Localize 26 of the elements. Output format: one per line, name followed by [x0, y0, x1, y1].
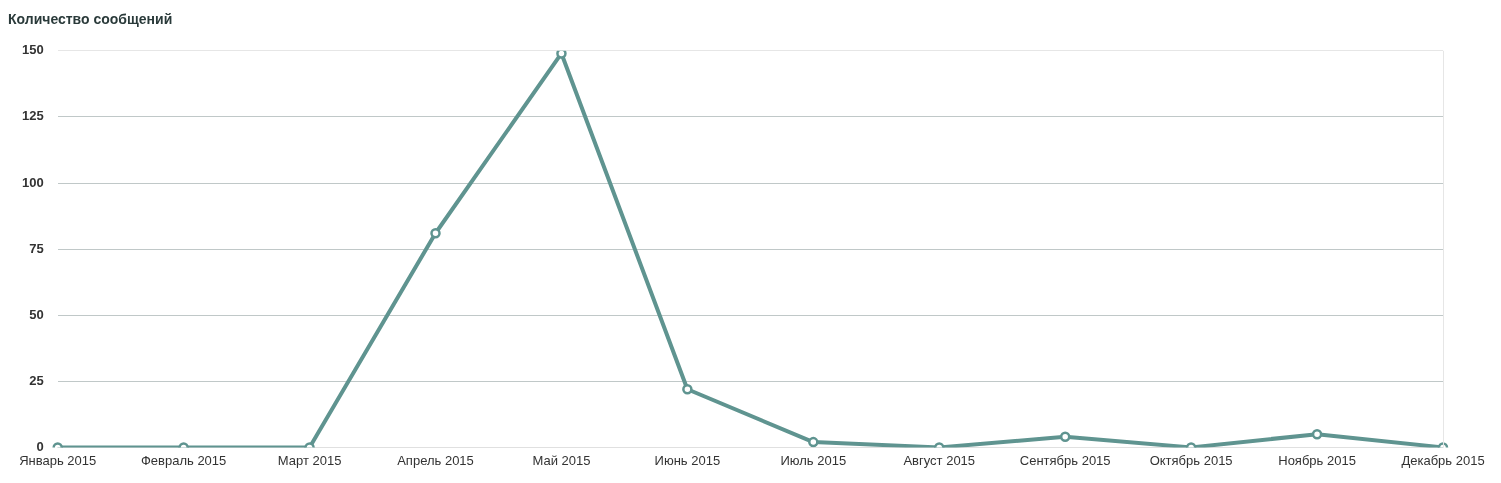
y-tick-label: 100: [21, 174, 44, 190]
point: [430, 227, 441, 239]
x-tick-label: Ноябрь 2015: [1278, 452, 1356, 468]
x-tick-label: Сентябрь 2015: [1019, 452, 1111, 468]
point: [556, 50, 567, 59]
x-tick-label: Май 2015: [532, 452, 591, 468]
y-tick-label: 125: [21, 108, 44, 124]
x-tick-label: Декабрь 2015: [1401, 452, 1485, 468]
y-tick-label: 75: [29, 240, 44, 256]
x-tick-label: Октябрь 2015: [1149, 452, 1233, 468]
x-tick-label: Июнь 2015: [654, 452, 721, 468]
point: [682, 383, 693, 395]
y-tick-label: 150: [21, 42, 44, 58]
point: [1311, 428, 1323, 440]
x-tick-label: Март 2015: [277, 452, 342, 468]
y-tick-label: 25: [29, 372, 44, 388]
y-tick-label: 0: [36, 438, 44, 454]
x-tick-label: Июль 2015: [780, 452, 847, 468]
x-tick-label: Апрель 2015: [397, 452, 474, 468]
y-tick-label: 50: [29, 306, 44, 322]
point: [1059, 431, 1071, 443]
point: [808, 436, 819, 448]
x-tick-label: Январь 2015: [19, 452, 97, 468]
x-tick-label: Август 2015: [903, 452, 976, 468]
chart-title: Количество сообщений: [8, 11, 173, 28]
x-tick-label: Февраль 2015: [140, 452, 227, 468]
